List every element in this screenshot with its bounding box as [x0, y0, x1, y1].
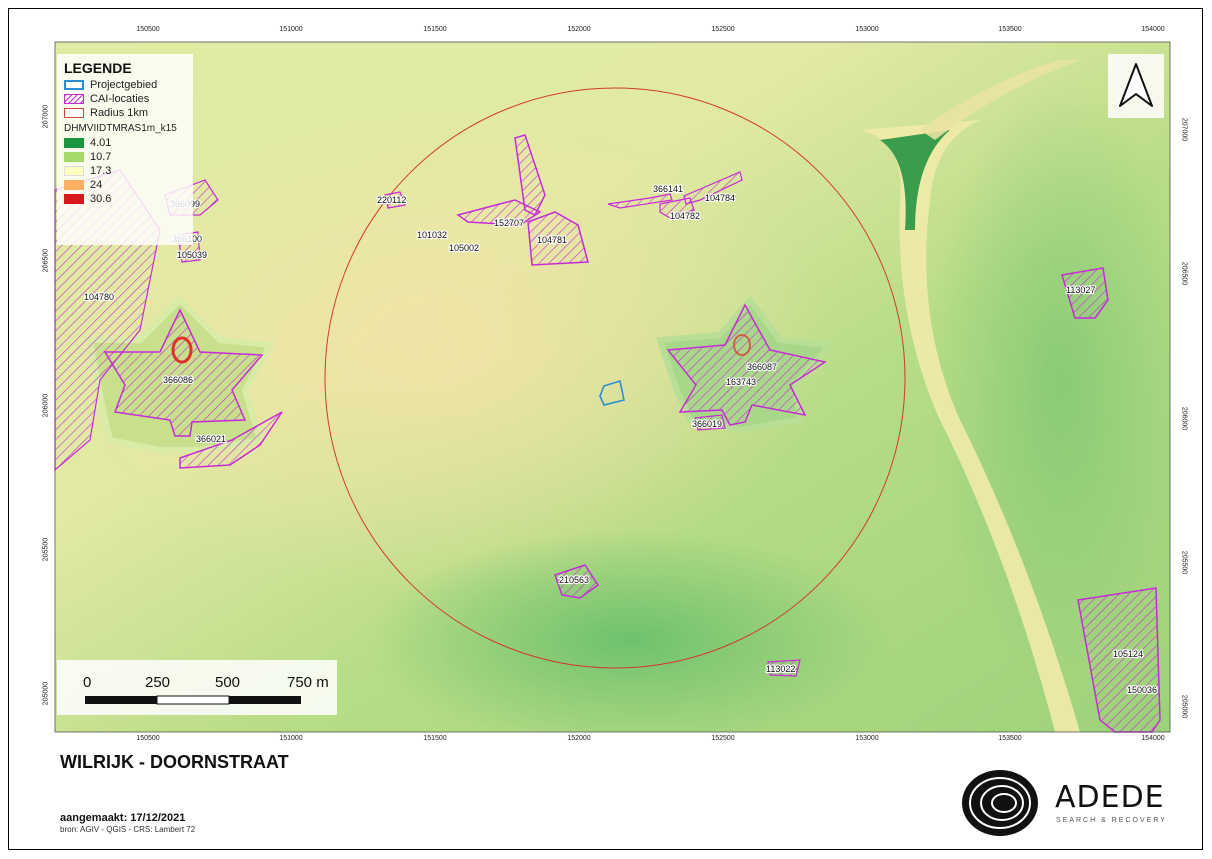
site-label: 150036 — [1127, 685, 1157, 695]
legend-swatch — [64, 108, 84, 118]
site-label: 104782 — [670, 211, 700, 221]
north-arrow-icon — [1119, 63, 1153, 107]
site-label: 113022 — [766, 664, 795, 674]
legend-label: 4.01 — [90, 137, 112, 149]
logo-name: ADEDE — [1055, 780, 1165, 815]
site-label: 366021 — [196, 434, 226, 444]
legend-label: Radius 1km — [90, 107, 149, 119]
site-label: 210563 — [559, 575, 589, 585]
tick-y: 207000 — [42, 104, 50, 129]
legend-item-projectgebied: Projectgebied — [64, 78, 186, 92]
scale-bar: 0 250 500 750 m — [57, 660, 337, 715]
legend-label: 17.3 — [90, 165, 112, 177]
site-label: 105002 — [449, 243, 479, 253]
legend-swatch — [64, 152, 84, 162]
legend-swatch — [64, 80, 84, 90]
tick-y: 207000 — [1180, 117, 1188, 142]
tick-x: 151000 — [279, 735, 303, 742]
legend-swatch — [64, 94, 84, 104]
tick-x: 152000 — [567, 735, 591, 742]
scale-label: 750 m — [287, 674, 329, 691]
legend-class: 24 — [64, 178, 186, 192]
site-label: 366087 — [747, 362, 777, 372]
tick-y: 206500 — [42, 248, 50, 273]
map-frame — [54, 41, 1171, 733]
scale-label: 500 — [215, 674, 241, 691]
legend-swatch — [64, 194, 84, 204]
tick-x: 151500 — [423, 735, 447, 742]
legend-class: 10.7 — [64, 150, 186, 164]
legend-class: 4.01 — [64, 136, 186, 150]
site-label: 104780 — [84, 292, 114, 302]
legend-swatch — [64, 138, 84, 148]
site-label: 113027 — [1066, 285, 1095, 295]
site-label: 366086 — [163, 375, 193, 385]
tick-x: 154000 — [1141, 735, 1165, 742]
legend-item-cai: CAI-locaties — [64, 92, 186, 106]
legend-swatch — [64, 180, 84, 190]
site-label: 220112 — [377, 195, 406, 205]
scale-bar-graphic — [85, 695, 301, 705]
map-title: WILRIJK - DOORNSTRAAT — [60, 752, 289, 772]
legend-swatch — [64, 166, 84, 176]
logo-tagline: SEARCH & RECOVERY — [1056, 817, 1167, 824]
tick-y: 205000 — [1180, 694, 1188, 719]
created-date: aangemaakt: 17/12/2021 — [60, 812, 186, 824]
scale-label: 0 — [83, 674, 92, 691]
tick-y: 206000 — [1180, 406, 1188, 431]
site-label: 101032 — [417, 230, 447, 240]
tick-x: 151500 — [423, 26, 447, 33]
site-label: 152707 — [494, 218, 524, 228]
legend-raster-title: DHMVIIDTMRAS1m_k15 — [64, 123, 177, 134]
map-legend: LEGENDE Projectgebied CAI-locaties Radiu… — [57, 54, 193, 245]
site-label: 366019 — [692, 419, 722, 429]
tick-y: 206500 — [1180, 261, 1188, 286]
projectgebied-outline — [599, 379, 625, 406]
radius-1km-circle — [324, 87, 906, 669]
site-label: 105039 — [177, 250, 207, 260]
elevation-raster — [55, 42, 1170, 732]
site-label: 104784 — [705, 193, 735, 203]
north-arrow-box — [1108, 54, 1164, 118]
tick-x: 153500 — [998, 26, 1022, 33]
tick-y: 205500 — [42, 537, 50, 562]
scale-label: 250 — [145, 674, 171, 691]
legend-class: 17.3 — [64, 164, 186, 178]
site-label: 366141 — [653, 184, 683, 194]
source-line: bron: AGIV - QGIS - CRS: Lambert 72 — [60, 825, 196, 834]
tick-x: 151000 — [279, 26, 303, 33]
tick-y: 205000 — [42, 681, 50, 706]
site-labels: 366099 220112 101032 105002 152707 10478… — [83, 183, 1158, 696]
legend-label: CAI-locaties — [90, 93, 150, 105]
legend-label: Projectgebied — [90, 79, 158, 91]
cai-locations — [54, 134, 1161, 733]
tick-x: 153500 — [998, 735, 1022, 742]
tick-x: 152500 — [711, 26, 735, 33]
site-label: 163743 — [726, 377, 756, 387]
legend-label: 24 — [90, 179, 103, 191]
tick-x: 153000 — [855, 26, 879, 33]
tick-x: 150500 — [136, 26, 160, 33]
tick-x: 154000 — [1141, 26, 1165, 33]
legend-label: 30.6 — [90, 193, 112, 205]
tick-x: 152500 — [711, 735, 735, 742]
legend-class: 30.6 — [64, 192, 186, 206]
tick-x: 153000 — [855, 735, 879, 742]
legend-label: 10.7 — [90, 151, 112, 163]
legend-item-radius: Radius 1km — [64, 106, 186, 120]
tick-y: 205500 — [1180, 550, 1188, 575]
tick-x: 150500 — [136, 735, 160, 742]
legend-title: LEGENDE — [64, 60, 132, 76]
tick-y: 206000 — [42, 393, 50, 418]
site-label: 104781 — [537, 235, 567, 245]
site-label: 105124 — [1113, 649, 1143, 659]
tick-x: 152000 — [567, 26, 591, 33]
fingerprint-logo-icon — [962, 770, 1038, 836]
